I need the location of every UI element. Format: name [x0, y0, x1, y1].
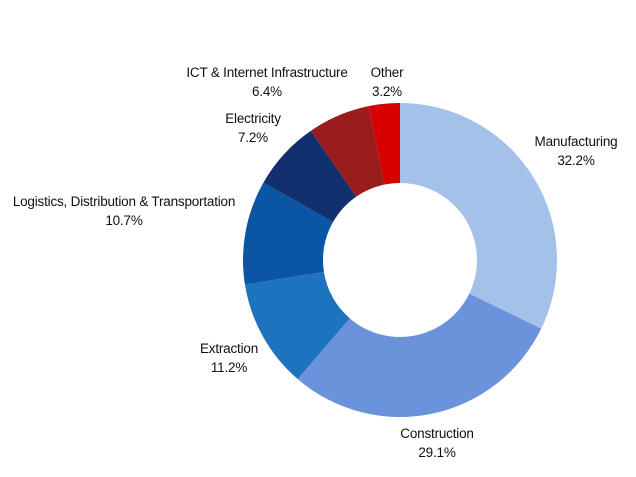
- category-name: Extraction: [199, 341, 259, 356]
- category-percent: 32.2%: [557, 153, 595, 168]
- category-percent: 11.2%: [210, 360, 248, 375]
- label-electricity: Electricity 7.2%: [225, 109, 281, 147]
- segment-other: [368, 102, 400, 185]
- category-name: Manufacturing: [534, 134, 618, 149]
- label-logistics-distribution-transportation: Logistics, Distribution & Transportation…: [12, 192, 236, 230]
- category-name: Other: [370, 65, 404, 80]
- segment-electricity: [263, 130, 357, 223]
- category-percent: 7.2%: [238, 130, 268, 145]
- label-extraction: Extraction 11.2%: [200, 339, 258, 377]
- category-name: Logistics, Distribution & Transportation: [12, 194, 236, 209]
- label-construction: Construction 29.1%: [400, 424, 474, 462]
- segment-manufacturing: [400, 103, 558, 329]
- category-percent: 6.4%: [252, 84, 282, 99]
- category-name: ICT & Internet Infrastructure: [186, 65, 348, 80]
- label-manufacturing: Manufacturing 32.2%: [535, 132, 618, 170]
- category-name: Electricity: [225, 111, 281, 126]
- category-percent: 29.1%: [418, 445, 456, 460]
- label-ict-internet-infrastructure: ICT & Internet Infrastructure 6.4%: [186, 63, 347, 101]
- category-percent: 10.7%: [105, 213, 143, 228]
- segment-construction: [297, 293, 542, 418]
- category-name: Construction: [400, 426, 474, 441]
- category-percent: 3.2%: [372, 84, 402, 99]
- label-other: Other 3.2%: [371, 63, 404, 101]
- segment-ict-internet-infrastructure: [310, 106, 385, 197]
- segment-extraction: [244, 272, 350, 380]
- segment-logistics-distribution-transportation: [242, 182, 333, 285]
